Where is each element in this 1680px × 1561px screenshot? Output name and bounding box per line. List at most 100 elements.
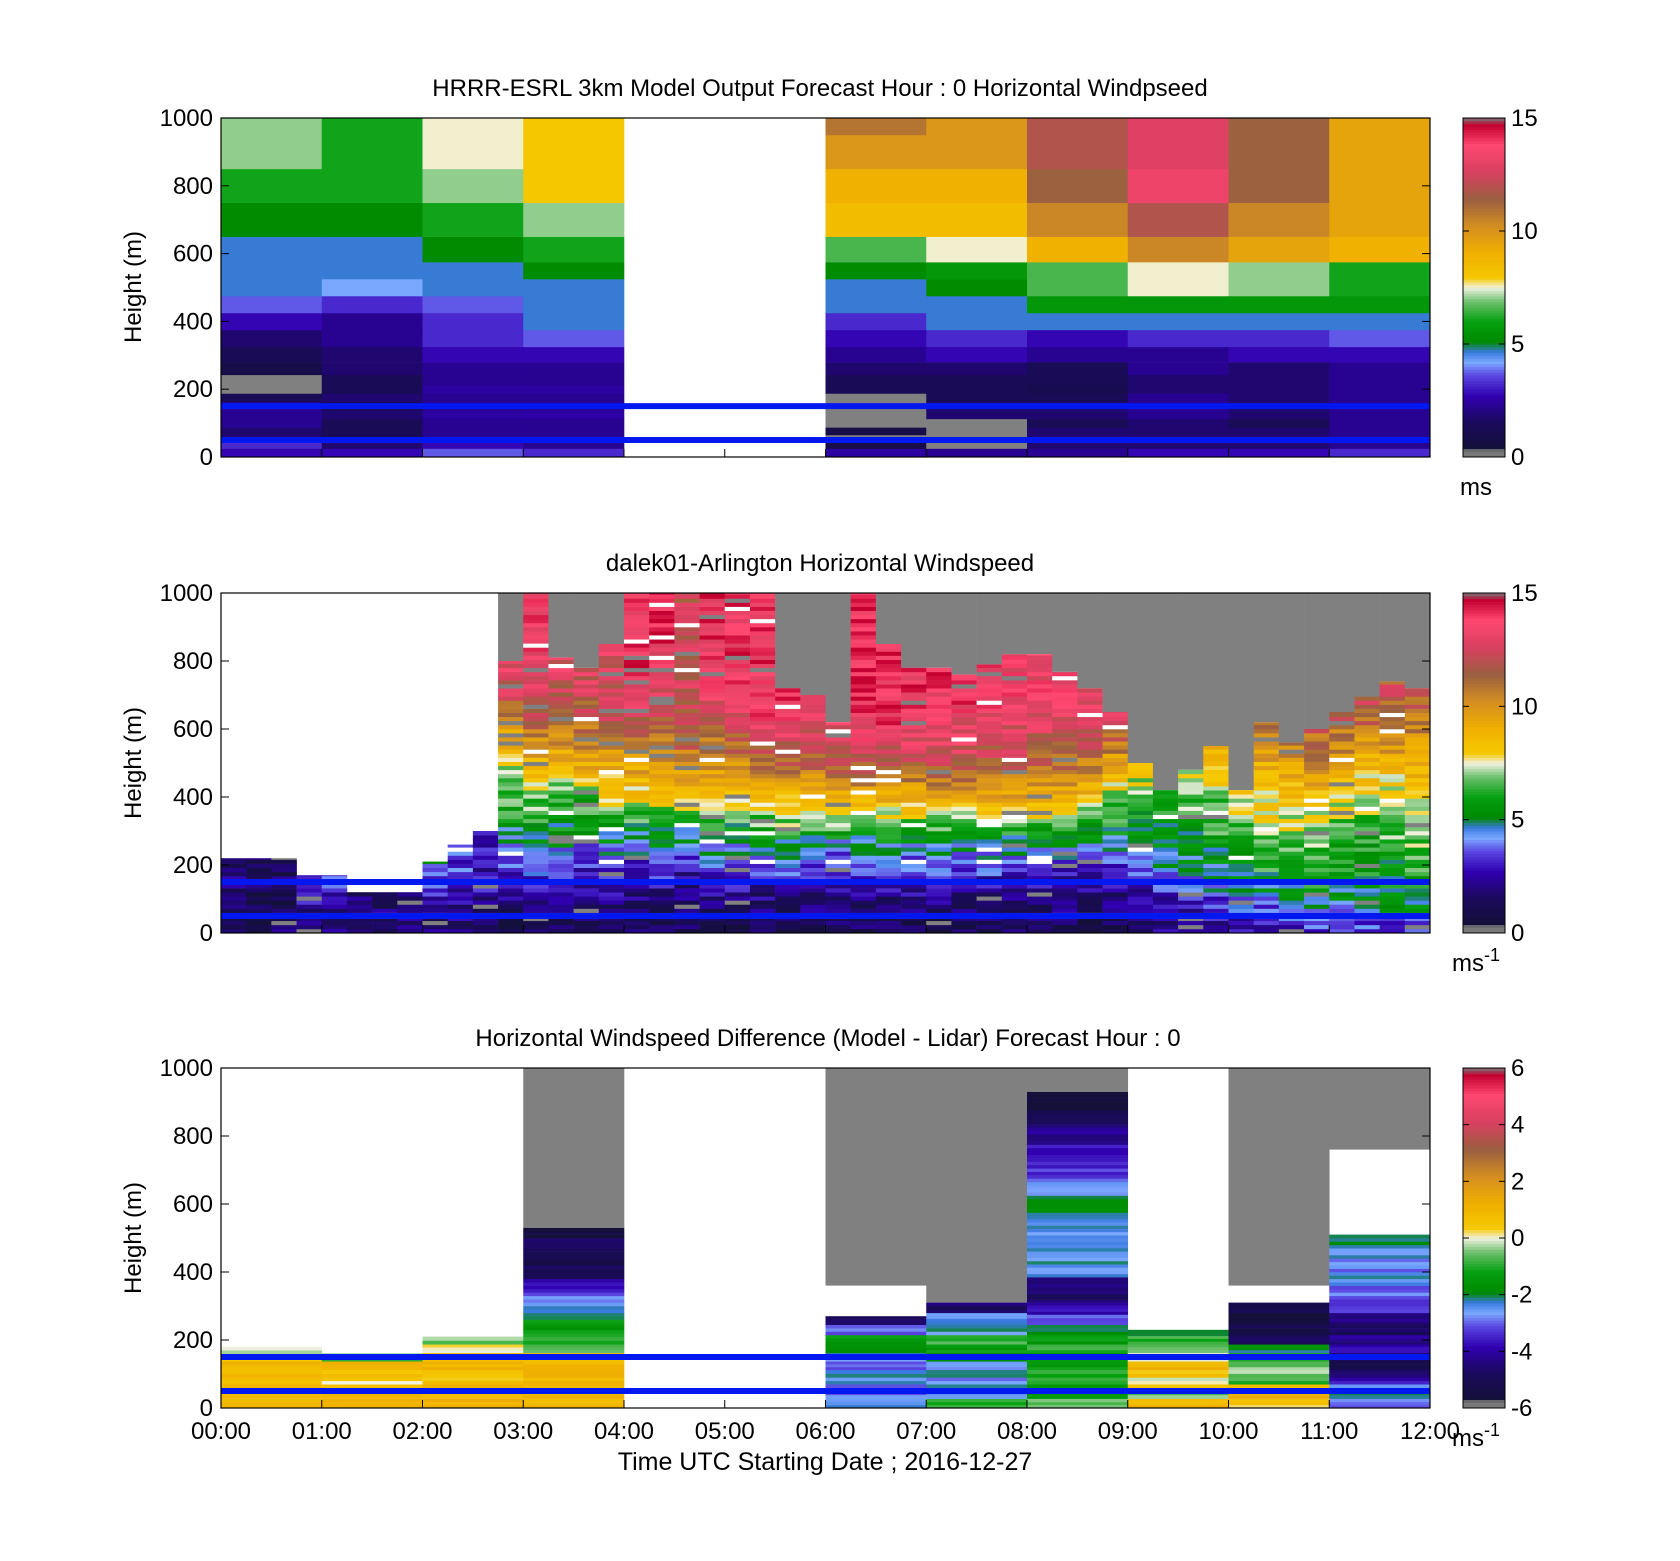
- lidar-cell: [649, 741, 675, 746]
- difference-cell: [1027, 1267, 1129, 1271]
- colorbar-segment: [1463, 166, 1505, 170]
- colorbar-segment: [1463, 814, 1505, 818]
- lidar-cell: [598, 859, 625, 864]
- colorbar-segment: [1463, 1068, 1505, 1072]
- lidar-cell: [1027, 790, 1053, 795]
- lidar-cell: [825, 875, 851, 881]
- lidar-cell: [548, 745, 574, 750]
- lidar-cell: [523, 684, 549, 689]
- difference-cell: [926, 1398, 1028, 1403]
- lidar-cell: [775, 704, 801, 709]
- difference-cell: [926, 1302, 1028, 1307]
- lidar-cell: [1228, 810, 1254, 815]
- colorbar-segment: [1463, 924, 1505, 928]
- lidar-cell: [1379, 822, 1406, 828]
- lidar-cell: [548, 884, 574, 889]
- lidar-cell: [1027, 928, 1053, 934]
- lidar-cell: [850, 798, 877, 803]
- lidar-cell: [548, 814, 574, 820]
- lidar-cell: [296, 904, 323, 909]
- lidar-cell: [1329, 843, 1355, 848]
- colorbar-segment: [1463, 1167, 1505, 1171]
- difference-cell: [926, 1373, 1028, 1378]
- lidar-cell: [548, 826, 574, 832]
- lidar-cell: [649, 892, 675, 897]
- lidar-cell: [1354, 773, 1380, 779]
- difference-cell: [1027, 1205, 1129, 1210]
- lidar-cell: [875, 831, 902, 836]
- lidar-cell: [901, 733, 927, 738]
- lidar-cell: [598, 684, 625, 689]
- lidar-cell: [1077, 920, 1103, 926]
- model-cell: [1228, 134, 1330, 170]
- colorbar-segment: [1463, 329, 1505, 334]
- lidar-cell: [624, 720, 650, 726]
- lidar-cell: [624, 888, 650, 893]
- model-cell: [321, 427, 423, 436]
- lidar-cell: [951, 904, 977, 909]
- colorbar-frame: [1462, 592, 1506, 934]
- lidar-cell: [724, 753, 751, 758]
- lidar-cell: [649, 593, 675, 595]
- lidar-cell: [850, 610, 877, 616]
- colorbar-segment: [1463, 440, 1505, 444]
- lidar-cell: [875, 696, 902, 701]
- lidar-cell: [1052, 765, 1078, 771]
- difference-cell: [1127, 1380, 1229, 1385]
- lidar-cell: [548, 716, 574, 722]
- lidar-cell: [1001, 720, 1028, 726]
- lidar-cell: [976, 680, 1003, 685]
- lidar-cell: [649, 924, 675, 930]
- lidar-cell: [825, 745, 851, 750]
- difference-cell: [422, 1384, 524, 1388]
- lidar-cell: [1152, 920, 1179, 926]
- lidar-cell: [1354, 761, 1380, 767]
- lidar-cell: [775, 741, 801, 746]
- difference-cell: [1228, 1312, 1330, 1317]
- colorbar-segment: [1463, 383, 1505, 387]
- lidar-cell: [1379, 855, 1406, 860]
- lidar-cell: [724, 814, 751, 820]
- colorbar-segment: [1463, 406, 1505, 410]
- lidar-cell: [548, 822, 574, 828]
- lidar-cell: [498, 684, 524, 689]
- lidar-cell: [1077, 835, 1103, 840]
- model-cell: [1027, 441, 1129, 449]
- difference-cell: [1329, 1255, 1431, 1259]
- lidar-cell: [523, 757, 549, 762]
- colorbar-segment: [1463, 1393, 1505, 1398]
- colorbar-segment: [1463, 214, 1505, 218]
- colorbar-segment: [1463, 1121, 1505, 1126]
- lidar-cell: [1027, 908, 1053, 913]
- lidar-cell: [951, 884, 977, 889]
- lidar-cell: [724, 794, 751, 799]
- lidar-cell: [523, 867, 549, 873]
- lidar-cell: [573, 928, 600, 934]
- lidar-cell: [422, 928, 448, 934]
- lidar-cell: [624, 737, 650, 742]
- lidar-cell: [1052, 822, 1078, 828]
- lidar-cell: [850, 859, 877, 864]
- lidar-cell: [1304, 831, 1330, 836]
- lidar-cell: [800, 892, 826, 897]
- lidar-cell: [523, 888, 549, 893]
- lidar-cell: [1304, 814, 1330, 820]
- lidar-cell: [674, 765, 700, 771]
- difference-cell: [1329, 1258, 1431, 1263]
- lidar-cell: [1404, 847, 1431, 852]
- lidar-cell: [1354, 839, 1380, 844]
- y-tick-label: 400: [173, 1259, 213, 1286]
- lidar-cell: [724, 733, 751, 738]
- difference-cell: [221, 1361, 323, 1365]
- lidar-cell: [1102, 769, 1129, 775]
- lidar-cell: [1304, 745, 1330, 750]
- lidar-cell: [472, 888, 499, 893]
- lidar-cell: [548, 786, 574, 791]
- lidar-cell: [598, 667, 625, 673]
- lidar-cell: [1027, 904, 1053, 909]
- lidar-cell: [749, 896, 776, 901]
- lidar-cell: [901, 680, 927, 685]
- lidar-cell: [875, 790, 902, 795]
- lidar-cell: [1253, 859, 1280, 864]
- model-cell: [825, 168, 927, 204]
